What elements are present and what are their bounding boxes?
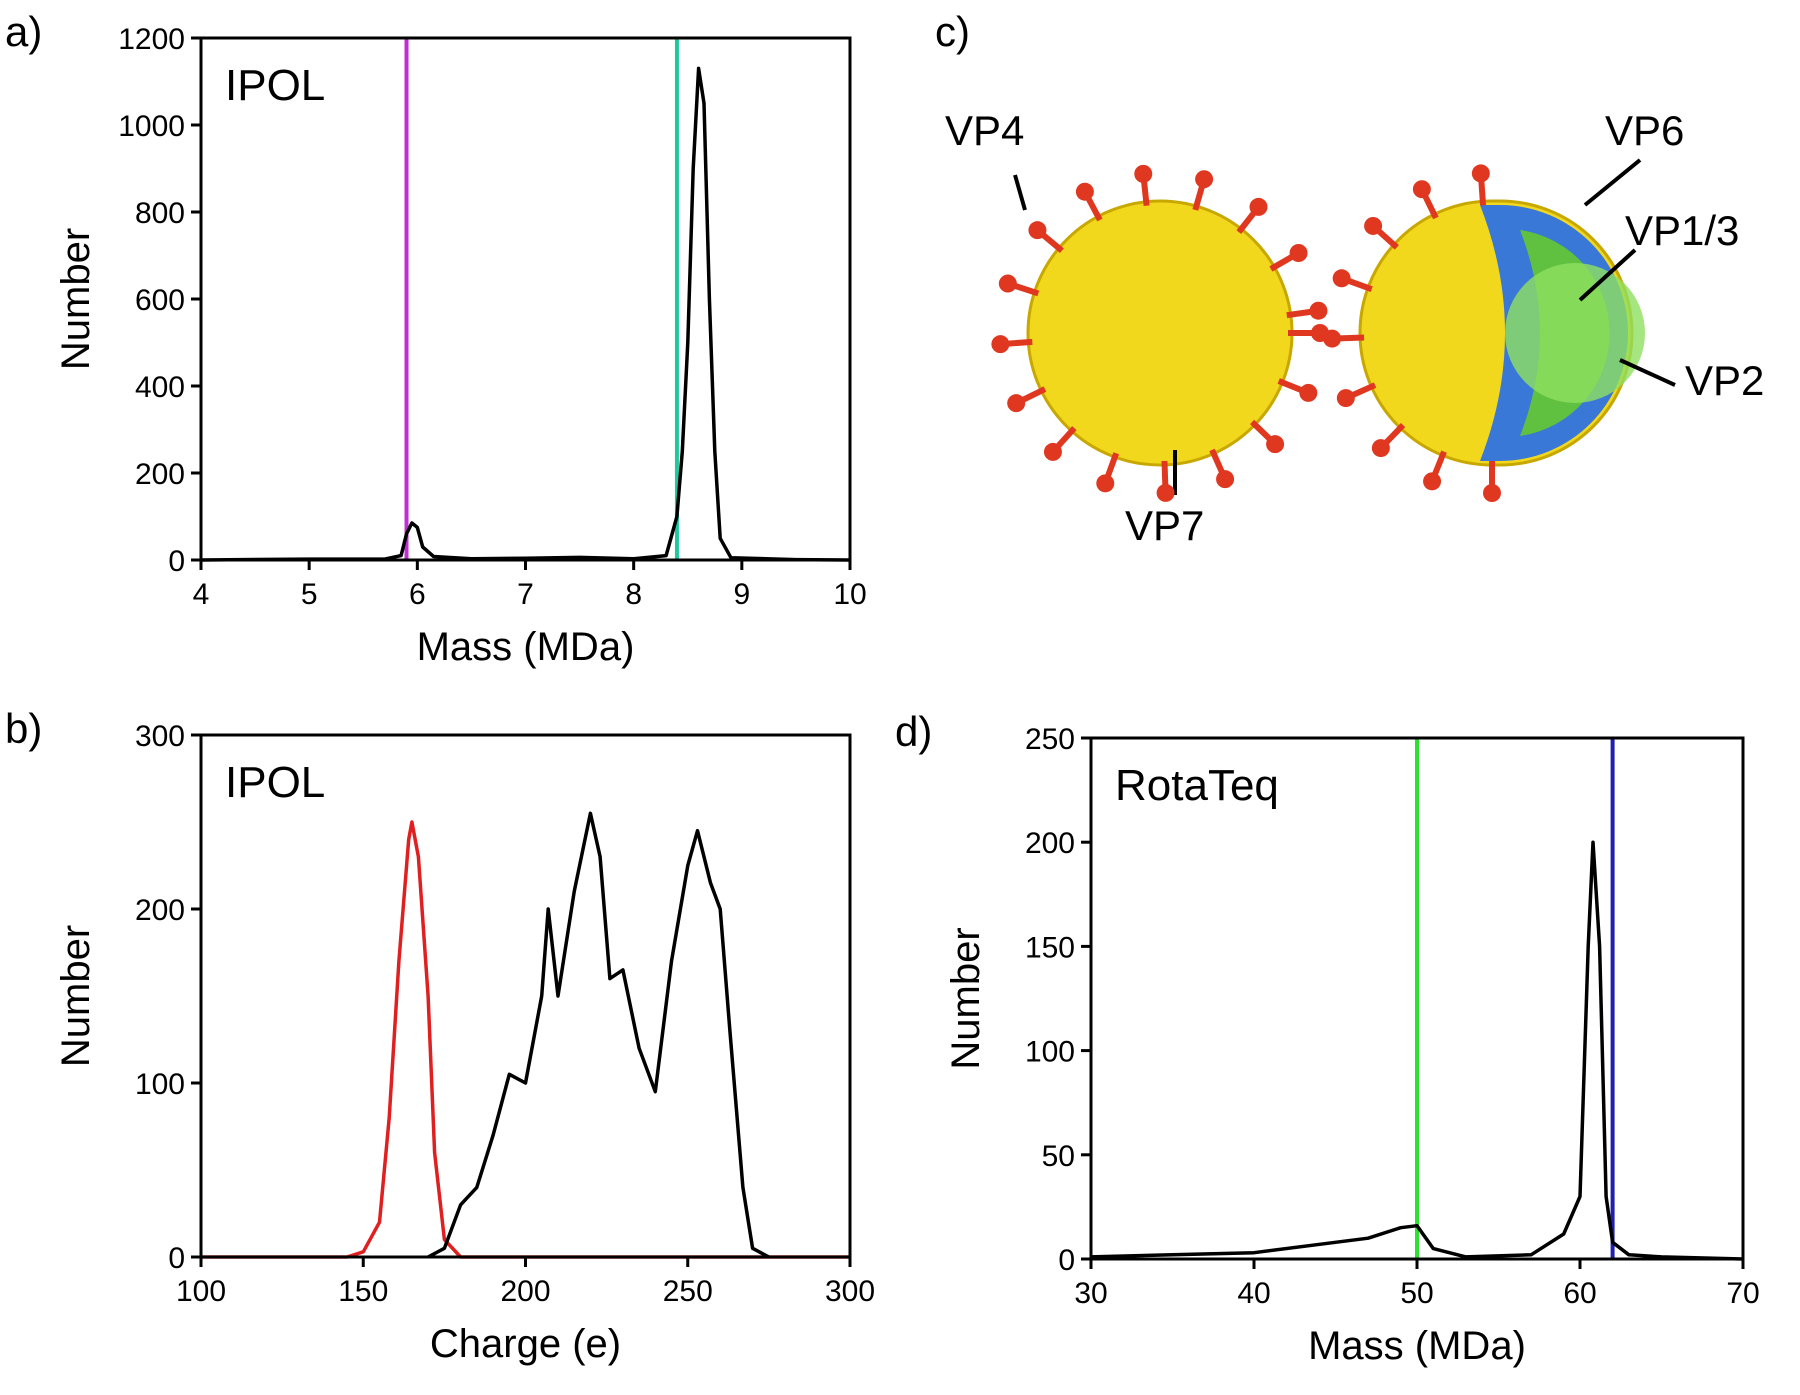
spike-head [998, 274, 1017, 293]
protein-label: VP1/3 [1625, 207, 1739, 254]
protein-label: VP6 [1605, 107, 1684, 154]
spike-head [1323, 329, 1342, 348]
spike-head [1028, 221, 1047, 240]
chart-title: RotaTeq [1115, 761, 1279, 810]
spike-head [1483, 484, 1501, 502]
y-tick-label: 0 [168, 1242, 185, 1275]
y-axis-label: Number [54, 228, 98, 370]
spike-head [1332, 269, 1351, 288]
y-tick-label: 200 [135, 458, 185, 491]
x-tick-label: 100 [176, 1275, 226, 1308]
chart-title: IPOL [225, 61, 325, 110]
y-tick-label: 150 [1025, 931, 1075, 964]
spike-head [1043, 442, 1062, 461]
spike-head [1075, 182, 1094, 201]
x-tick-label: 250 [663, 1275, 713, 1308]
data-line [200, 66, 851, 562]
arrow [1013, 174, 1027, 211]
y-tick-label: 1200 [118, 23, 185, 56]
x-tick-label: 7 [517, 578, 534, 611]
spike-head [1371, 439, 1390, 458]
x-tick-label: 10 [833, 578, 866, 611]
x-tick-label: 70 [1726, 1277, 1759, 1310]
y-tick-label: 50 [1042, 1140, 1075, 1173]
spike-head [1309, 301, 1328, 320]
virus-illustration: c) VP4 VP6 VP1/3 VP2 VP7 [935, 8, 1764, 549]
spike-head [1249, 197, 1268, 216]
spike-head [1156, 483, 1175, 502]
x-tick-label: 8 [625, 578, 642, 611]
y-tick-label: 0 [1058, 1244, 1075, 1277]
virus-core [1505, 263, 1645, 403]
spike-head [1195, 170, 1214, 189]
arrow [1578, 248, 1637, 302]
y-tick-label: 800 [135, 197, 185, 230]
y-tick-label: 200 [1025, 827, 1075, 860]
x-axis-label: Charge (e) [430, 1322, 621, 1366]
y-axis-label: Number [944, 927, 988, 1069]
x-axis-label: Mass (MDa) [417, 625, 635, 669]
chart-title: IPOL [225, 758, 325, 807]
protein-label: VP7 [1125, 502, 1204, 549]
y-tick-label: 100 [135, 1068, 185, 1101]
chart-panel: a) 4 5 6 7 8 9 10 0 200 400 600 800 1000 1200 Mass (MDa… [5, 8, 867, 669]
x-tick-label: 9 [733, 578, 750, 611]
spike-head [1471, 164, 1490, 183]
y-tick-label: 400 [135, 371, 185, 404]
spike-head [1299, 383, 1318, 402]
panel-label: d) [895, 708, 932, 755]
spike-head [1423, 472, 1442, 491]
data-line [1090, 840, 1744, 1261]
panel-label: a) [5, 8, 42, 55]
y-tick-label: 600 [135, 284, 185, 317]
spike-head [1336, 389, 1355, 408]
arrow [1583, 158, 1642, 207]
y-tick-label: 200 [135, 894, 185, 927]
y-tick-label: 250 [1025, 723, 1075, 756]
y-tick-label: 100 [1025, 1036, 1075, 1069]
data-line [427, 811, 770, 1259]
x-tick-label: 60 [1563, 1277, 1596, 1310]
data-line [201, 820, 850, 1259]
spike-head [1289, 244, 1308, 262]
spike-head [1364, 216, 1383, 235]
x-tick-label: 5 [301, 578, 318, 611]
chart-panel: d) 30 40 50 60 70 0 50 100 150 200 250 Mass (MDa) Num… [895, 708, 1760, 1368]
x-tick-label: 200 [500, 1275, 550, 1308]
plot-frame [199, 733, 852, 1259]
arrow [1619, 358, 1676, 387]
spike-head [1216, 470, 1235, 489]
spike-head [1266, 435, 1285, 454]
spike-head [1412, 180, 1431, 199]
x-tick-label: 50 [1400, 1277, 1433, 1310]
x-tick-label: 6 [409, 578, 426, 611]
x-axis-label: Mass (MDa) [1308, 1324, 1526, 1368]
x-tick-label: 40 [1237, 1277, 1270, 1310]
x-tick-label: 30 [1074, 1277, 1107, 1310]
plot-frame [199, 36, 852, 562]
spike-head [991, 335, 1010, 354]
panel-label: b) [5, 705, 42, 752]
spike-head [1134, 164, 1153, 183]
y-tick-label: 0 [168, 545, 185, 578]
y-tick-label: 300 [135, 720, 185, 753]
y-axis-label: Number [54, 925, 98, 1067]
x-tick-label: 150 [338, 1275, 388, 1308]
panel-label: c) [935, 8, 970, 55]
y-tick-label: 1000 [118, 110, 185, 143]
protein-label: VP2 [1685, 357, 1764, 404]
x-tick-label: 4 [193, 578, 210, 611]
x-tick-label: 300 [825, 1275, 875, 1308]
spike-head [1096, 474, 1115, 493]
spike-head [1007, 394, 1026, 413]
protein-label: VP4 [945, 107, 1024, 154]
